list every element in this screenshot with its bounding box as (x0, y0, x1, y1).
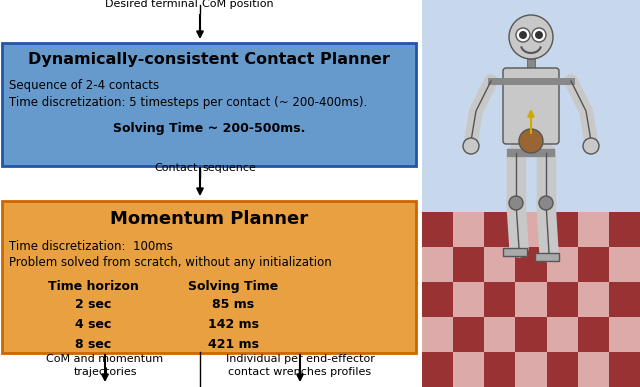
Text: CoM position: CoM position (202, 0, 274, 9)
Circle shape (509, 196, 523, 210)
Bar (609, 282, 640, 317)
Text: 8 sec: 8 sec (75, 338, 111, 351)
Bar (578, 247, 609, 282)
Text: sequence: sequence (202, 163, 256, 173)
Bar (503, 248, 527, 256)
Text: trajectories: trajectories (73, 367, 137, 377)
Text: Time discretization:  100ms: Time discretization: 100ms (9, 240, 173, 253)
Circle shape (463, 138, 479, 154)
Bar (422, 212, 640, 387)
Bar (453, 247, 484, 282)
Circle shape (539, 196, 553, 210)
Bar (484, 352, 515, 387)
Bar (422, 282, 453, 317)
Circle shape (519, 129, 543, 153)
Bar (515, 317, 547, 352)
Text: Sequence of 2-4 contacts: Sequence of 2-4 contacts (9, 79, 159, 92)
Bar (547, 352, 578, 387)
Text: Contact: Contact (155, 163, 198, 173)
Bar (535, 253, 559, 261)
Text: 85 ms: 85 ms (212, 298, 254, 311)
Bar (547, 282, 578, 317)
Circle shape (509, 15, 553, 59)
Text: Momentum Planner: Momentum Planner (110, 210, 308, 228)
Bar (422, 0, 640, 212)
Circle shape (516, 28, 530, 42)
Circle shape (532, 28, 546, 42)
Bar (578, 317, 609, 352)
Bar (609, 352, 640, 387)
Circle shape (535, 31, 543, 39)
Text: CoM and momentum: CoM and momentum (47, 354, 164, 364)
Text: Solving Time: Solving Time (188, 280, 278, 293)
Bar (609, 212, 640, 247)
Text: 2 sec: 2 sec (75, 298, 111, 311)
Text: Problem solved from scratch, without any initialization: Problem solved from scratch, without any… (9, 256, 332, 269)
FancyBboxPatch shape (503, 68, 559, 144)
Bar (515, 247, 547, 282)
Text: 421 ms: 421 ms (207, 338, 259, 351)
Text: 4 sec: 4 sec (75, 318, 111, 331)
Bar (422, 212, 453, 247)
Text: contact wrenches profiles: contact wrenches profiles (228, 367, 372, 377)
Bar (547, 212, 578, 247)
Bar (527, 59, 535, 71)
FancyBboxPatch shape (2, 43, 416, 166)
Bar (484, 282, 515, 317)
Text: 142 ms: 142 ms (207, 318, 259, 331)
Text: Solving Time ~ 200-500ms.: Solving Time ~ 200-500ms. (113, 122, 305, 135)
Circle shape (519, 31, 527, 39)
Text: Individual per end-effector: Individual per end-effector (225, 354, 374, 364)
Text: Time discretization: 5 timesteps per contact (~ 200-400ms).: Time discretization: 5 timesteps per con… (9, 96, 367, 109)
Text: Desired terminal: Desired terminal (105, 0, 198, 9)
Circle shape (583, 138, 599, 154)
Text: Dynamically-consistent Contact Planner: Dynamically-consistent Contact Planner (28, 52, 390, 67)
Bar (453, 317, 484, 352)
Text: Time horizon: Time horizon (47, 280, 138, 293)
Bar (484, 212, 515, 247)
Bar (422, 352, 453, 387)
FancyBboxPatch shape (2, 201, 416, 353)
